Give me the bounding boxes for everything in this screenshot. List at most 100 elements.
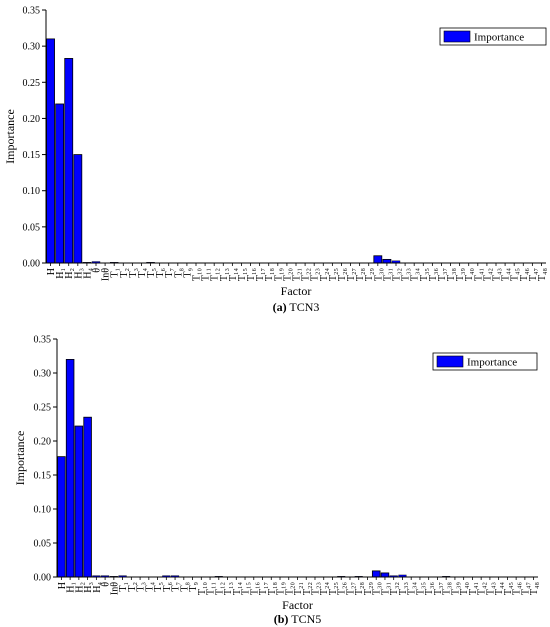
x-tick-label: T₄₇ [528, 268, 539, 281]
x-tick-label: T₉ [188, 582, 199, 592]
chart-tcn5: 0.00 0.05 0.10 0.15 0.20 0.25 0.30 0.35 HH₁H₂H₃H… [13, 335, 540, 627]
x-tick-label: T₁₁ [201, 268, 212, 281]
x-axis-title: Factor [282, 598, 313, 612]
x-tick-label: H₂ [64, 268, 75, 279]
y-tick-label: 0.05 [34, 539, 52, 550]
x-tick-label: T₄₀ [464, 267, 475, 281]
x-tick-label: T₅ [146, 268, 157, 278]
x-tick-label: T₃₀ [372, 581, 383, 595]
x-tick-label: T₄₅ [510, 268, 521, 281]
bar-1 [65, 359, 75, 578]
legend: Importance [432, 352, 538, 371]
y-tick-label: 0.10 [23, 186, 41, 197]
x-tick-label: T₂₈ [354, 581, 365, 595]
x-tick-label: H₄ [92, 581, 103, 592]
bar-2 [64, 58, 74, 264]
x-tick-label: T₇ [171, 582, 182, 592]
y-tick-label: 0.15 [23, 150, 41, 161]
x-tick-label: T₄₄ [494, 581, 505, 595]
x-tick-label: T₂₃ [310, 268, 321, 281]
x-tick-label: H₁ [66, 582, 77, 593]
x-tick-label: T₁ [110, 268, 121, 278]
bar-1 [55, 103, 65, 264]
x-tick-label: T₃₁ [382, 268, 393, 281]
x-tick-label: T₄₅ [503, 582, 514, 595]
x-tick-label: T₁₆ [249, 581, 260, 595]
y-tick-label: 0.20 [23, 114, 41, 125]
x-tick-label: T₃₂ [392, 268, 403, 281]
y-axis-title: Importance [3, 109, 17, 164]
x-tick-label: T₂₆ [337, 581, 348, 595]
bar-3 [83, 416, 92, 578]
x-tick-label: T₁₅ [241, 582, 252, 595]
x-tick-label: θ [92, 268, 103, 273]
x-tick-label: T₄₆ [512, 581, 523, 595]
y-tick-label: 0.30 [23, 42, 41, 53]
x-tick-label: T₃₅ [415, 582, 426, 595]
x-tick-label: T₂₃ [310, 582, 321, 595]
legend-swatch [443, 30, 471, 43]
x-tick-label: H₄ [82, 267, 93, 278]
x-tick-label: T₄₀ [459, 581, 470, 595]
x-tick-label: T₃₆ [424, 581, 435, 595]
x-tick-label: T₄₄ [501, 267, 512, 281]
x-tick-label: H [57, 582, 68, 589]
y-tick-label: 0.10 [34, 505, 52, 516]
y-tick-label: 0.25 [34, 403, 52, 414]
x-tick-label: T₁₁ [206, 582, 217, 595]
y-tick-label: 0.30 [34, 369, 52, 380]
x-tick-label: T₁₅ [237, 268, 248, 281]
x-tick-label: T₂₂ [301, 268, 312, 281]
x-tick-label: T₂₅ [328, 582, 339, 595]
x-tick-label: T₃₉ [455, 267, 466, 281]
x-tick-label: T₄₆ [519, 267, 530, 281]
y-tick-label: 0.35 [34, 335, 52, 346]
x-tick-label: T₂₁ [292, 268, 303, 281]
x-tick-label: Inθ [101, 268, 112, 281]
y-tick-label: 0.00 [34, 573, 52, 584]
x-tick-label: T₂₈ [355, 267, 366, 281]
x-tick-label: T₄₈ [537, 267, 548, 281]
x-tick-label: T₁₃ [219, 268, 230, 281]
x-tick-label: T₂₁ [293, 582, 304, 595]
chart-tcn3: 0.00 0.05 0.10 0.15 0.20 0.25 0.30 0.35 HH₁H₂H₃H… [3, 6, 548, 315]
x-tick-label: H₂ [74, 582, 85, 593]
x-tick-label: H₁ [55, 268, 66, 279]
x-tick-label: T₈ [173, 268, 184, 278]
x-tick-label: T₂ [119, 268, 130, 278]
x-tick-label: T₂₂ [302, 582, 313, 595]
x-tick-label: T₁₈ [264, 267, 275, 281]
figure-caption: (b) TCN5 [274, 612, 321, 626]
x-tick-label: T₂ [127, 582, 138, 592]
x-tick-label: T₄₁ [468, 582, 479, 595]
x-tick-label: H₃ [83, 582, 94, 593]
x-tick-label: T₃₈ [446, 267, 457, 281]
x-tick-label: θ [101, 582, 112, 587]
x-tick-label: T₁₇ [258, 582, 269, 595]
x-tick-label: T₂₇ [345, 582, 356, 595]
x-tick-label: T₁₈ [267, 581, 278, 595]
bar-3 [73, 154, 83, 264]
legend-swatch [436, 355, 464, 368]
x-tick-label: T₈ [179, 582, 190, 592]
y-tick-label: 0.15 [34, 471, 52, 482]
y-tick-label: 0.25 [23, 78, 41, 89]
figure-caption: (a) TCN3 [273, 300, 320, 314]
x-tick-label: T₂₀ [284, 581, 295, 595]
x-tick-label: T₃₄ [410, 267, 421, 281]
x-tick-label: T₁₂ [210, 268, 221, 281]
x-tick-label: T₁₄ [232, 581, 243, 595]
bar-36 [371, 570, 381, 578]
x-tick-label: T₂₄ [319, 581, 330, 595]
x-tick-label: T₄₃ [492, 268, 503, 281]
x-tick-label: T₁ [118, 582, 129, 592]
x-tick-label: T₃₁ [380, 582, 391, 595]
x-axis-title: Factor [281, 284, 312, 298]
x-tick-label: T₁₄ [228, 267, 239, 281]
x-tick-label: T₃₈ [442, 581, 453, 595]
x-tick-label: T₁₉ [273, 267, 284, 281]
x-tick-label: T₄₇ [520, 582, 531, 595]
x-tick-label: T₄ [144, 582, 155, 592]
x-tick-label: T₃₉ [450, 581, 461, 595]
x-tick-label: T₃₃ [398, 582, 409, 595]
